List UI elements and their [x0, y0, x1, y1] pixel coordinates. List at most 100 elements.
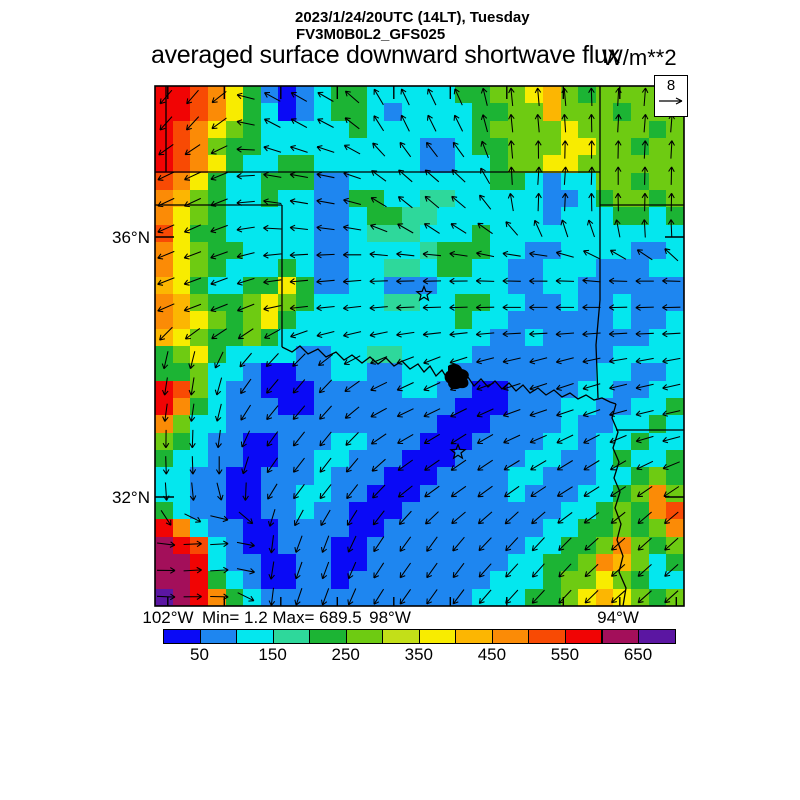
- colorbar-tick-label: 150: [258, 645, 287, 664]
- flux-cell: [278, 207, 296, 225]
- flux-cell: [296, 259, 314, 277]
- flux-cell: [208, 242, 226, 259]
- flux-cell: [314, 277, 331, 294]
- flux-cell: [543, 537, 561, 554]
- flux-cell: [472, 589, 490, 606]
- flux-cell: [331, 294, 349, 311]
- flux-cell: [472, 155, 490, 173]
- flux-cell: [578, 346, 596, 363]
- flux-cell: [208, 86, 226, 103]
- flux-cell: [173, 277, 190, 294]
- flux-cell: [578, 190, 596, 207]
- flux-cell: [666, 415, 684, 433]
- flux-cell: [613, 277, 631, 294]
- flux-cell: [261, 363, 278, 381]
- flux-cell: [208, 381, 226, 398]
- flux-cell: [243, 259, 261, 277]
- flux-cell: [561, 415, 578, 433]
- flux-cell: [472, 138, 490, 155]
- colorbar-segment: [272, 629, 311, 644]
- flux-cell: [190, 277, 208, 294]
- flux-cell: [543, 554, 561, 571]
- flux-cell: [402, 311, 420, 329]
- flux-cell: [649, 398, 666, 415]
- flux-cell: [261, 259, 278, 277]
- flux-cell: [261, 311, 278, 329]
- flux-cell: [331, 415, 349, 433]
- flux-cell: [155, 433, 173, 450]
- flux-cell: [190, 398, 208, 415]
- flux-cell: [631, 311, 649, 329]
- flux-cell: [243, 485, 261, 502]
- flux-cell: [367, 259, 384, 277]
- flux-cell: [525, 329, 543, 346]
- flux-cell: [420, 571, 437, 589]
- flux-cell: [543, 433, 561, 450]
- flux-cell: [155, 225, 173, 242]
- flux-cell: [349, 502, 367, 519]
- flux-cell: [261, 589, 278, 606]
- flux-cell: [402, 207, 420, 225]
- flux-cell: [437, 277, 455, 294]
- flux-cell: [455, 173, 472, 190]
- flux-cell: [525, 86, 543, 103]
- flux-cell: [631, 225, 649, 242]
- flux-cell: [437, 537, 455, 554]
- flux-cell: [420, 121, 437, 138]
- flux-cell: [666, 502, 684, 519]
- flux-cell: [631, 415, 649, 433]
- flux-cell: [384, 121, 402, 138]
- flux-cell: [349, 329, 367, 346]
- flux-cell: [578, 242, 596, 259]
- flux-cell: [472, 485, 490, 502]
- flux-cell: [190, 571, 208, 589]
- flux-cell: [331, 86, 349, 103]
- flux-cell: [561, 207, 578, 225]
- flux-cell: [508, 363, 525, 381]
- flux-cell: [649, 207, 666, 225]
- flux-cell: [314, 450, 331, 467]
- flux-cell: [666, 190, 684, 207]
- flux-cell: [543, 519, 561, 537]
- flux-cell: [243, 86, 261, 103]
- flux-cell: [296, 311, 314, 329]
- flux-cell: [226, 346, 243, 363]
- flux-cell: [402, 277, 420, 294]
- flux-cell: [437, 121, 455, 138]
- flux-cell: [384, 329, 402, 346]
- flux-cell: [437, 571, 455, 589]
- flux-cell: [349, 398, 367, 415]
- flux-cell: [543, 190, 561, 207]
- flux-cell: [314, 554, 331, 571]
- flux-cell: [437, 519, 455, 537]
- flux-cell: [349, 103, 367, 121]
- flux-cell: [173, 259, 190, 277]
- flux-cell: [314, 363, 331, 381]
- flux-cell: [543, 398, 561, 415]
- flux-cell: [561, 242, 578, 259]
- flux-cell: [226, 173, 243, 190]
- flux-cell: [420, 86, 437, 103]
- flux-cell: [349, 311, 367, 329]
- flux-cell: [367, 485, 384, 502]
- flux-cell: [314, 259, 331, 277]
- flux-cell: [525, 450, 543, 467]
- flux-cell: [666, 398, 684, 415]
- flux-cell: [596, 589, 613, 606]
- flux-cell: [420, 311, 437, 329]
- colorbar-segment: [491, 629, 530, 644]
- flux-cell: [490, 537, 508, 554]
- flux-cell: [561, 173, 578, 190]
- flux-cell: [455, 467, 472, 485]
- flux-cell: [296, 450, 314, 467]
- flux-cell: [243, 589, 261, 606]
- colorbar-segment: [199, 629, 237, 644]
- flux-cell: [420, 450, 437, 467]
- flux-cell: [226, 415, 243, 433]
- flux-cell: [155, 207, 173, 225]
- flux-cell: [331, 589, 349, 606]
- flux-cell: [613, 415, 631, 433]
- flux-cell: [261, 225, 278, 242]
- flux-cell: [490, 207, 508, 225]
- flux-cell: [455, 554, 472, 571]
